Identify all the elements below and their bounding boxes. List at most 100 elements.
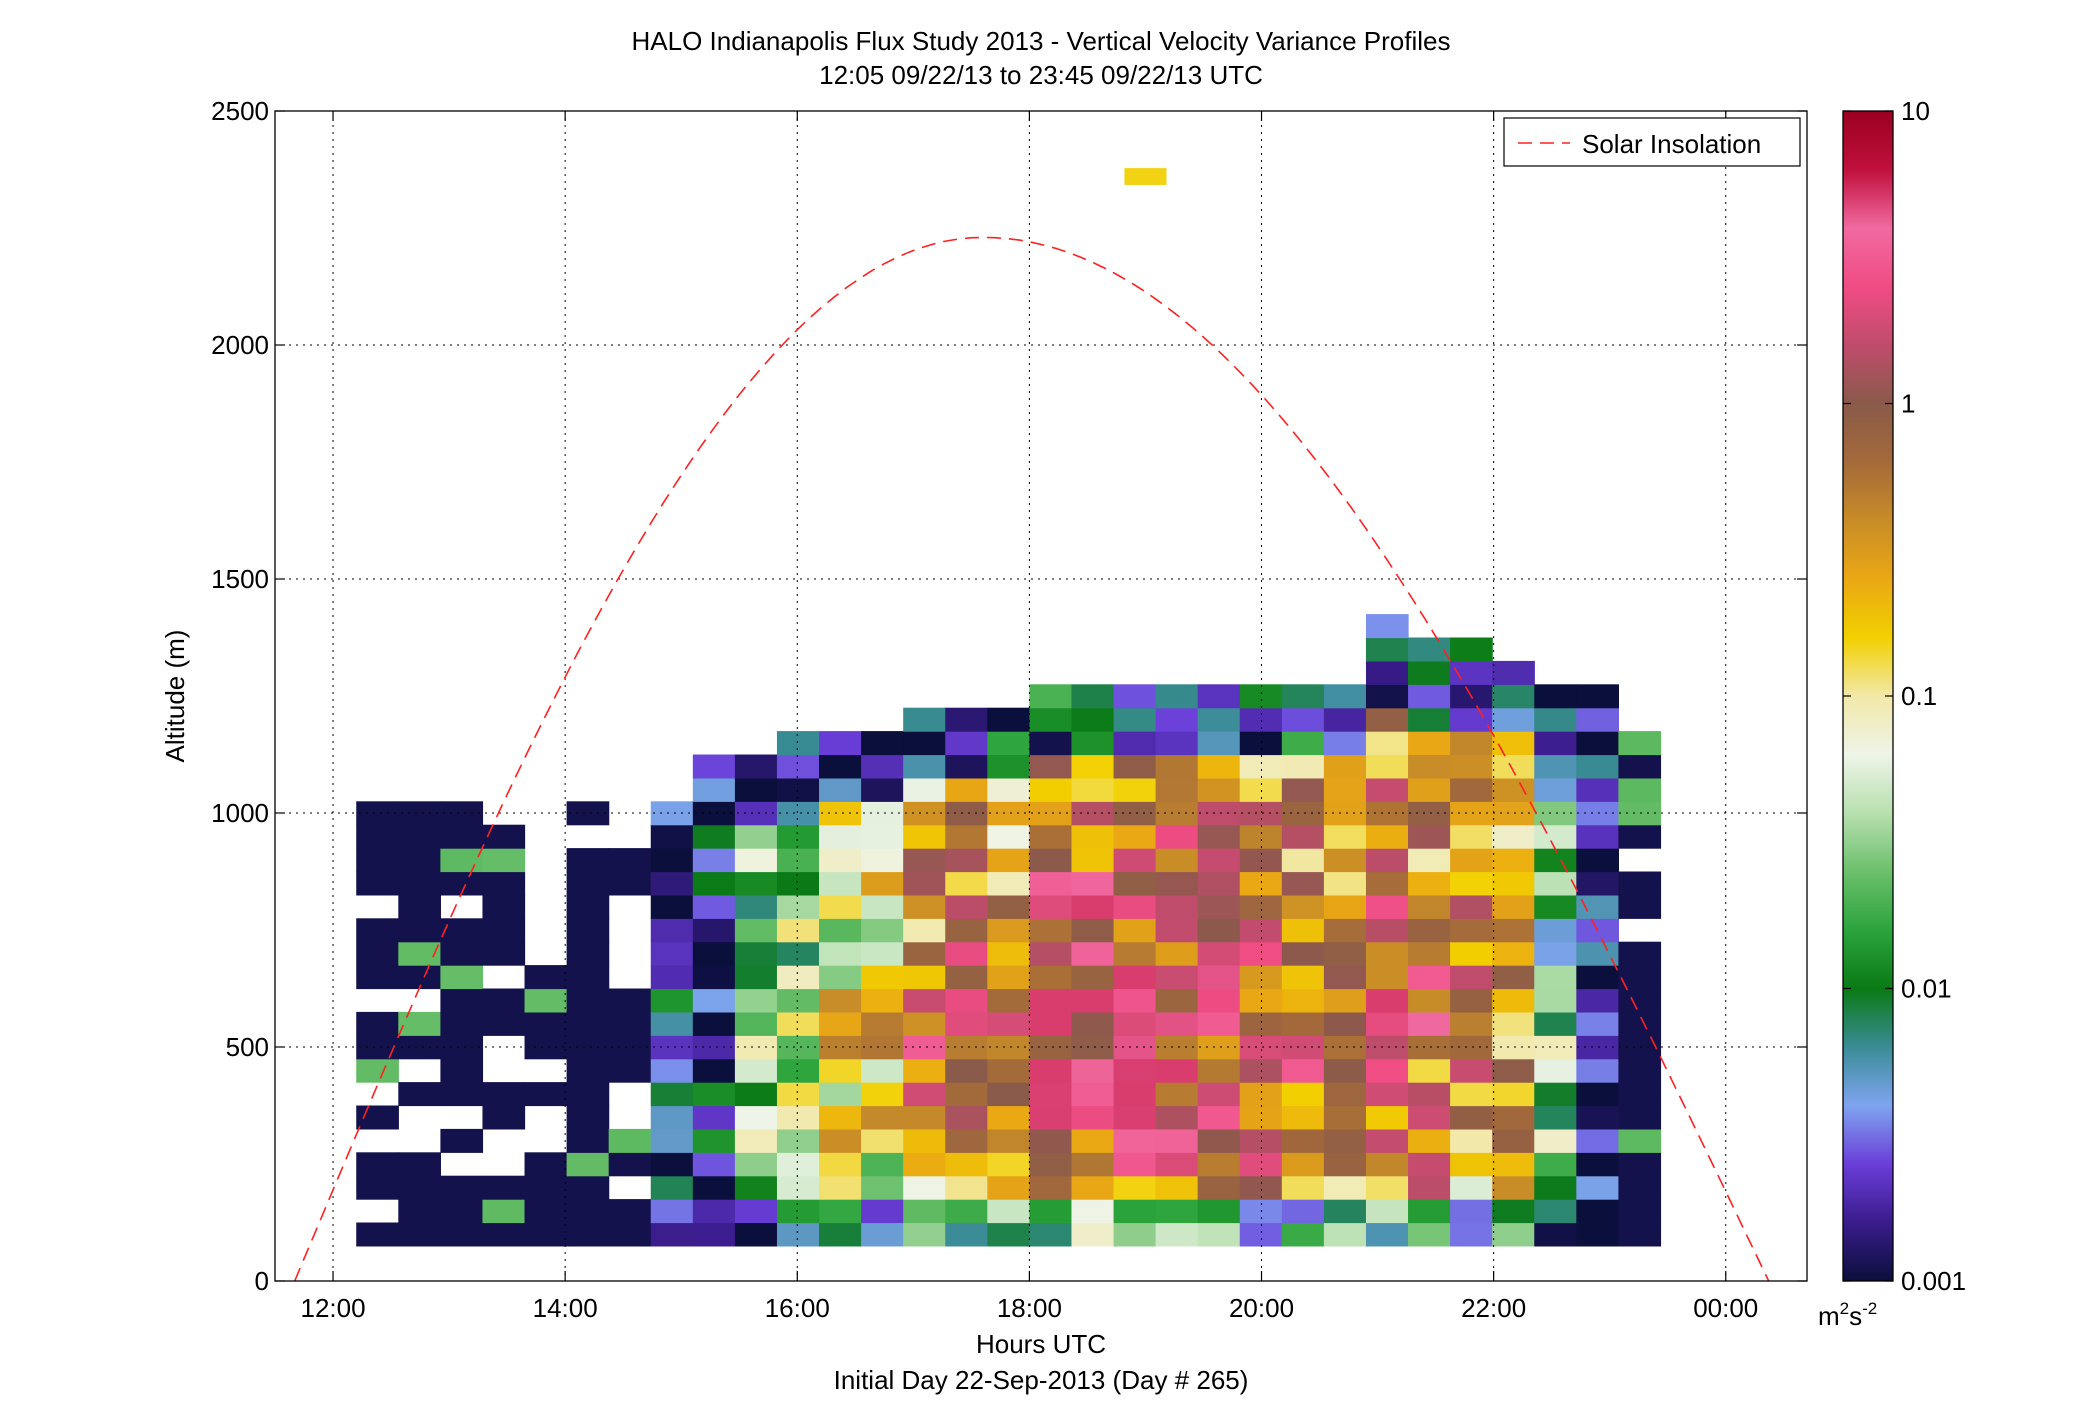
heatmap-cell — [776, 1058, 820, 1083]
heatmap-cell — [1618, 1222, 1662, 1247]
heatmap-cell — [1408, 731, 1451, 756]
heatmap-cell — [776, 1222, 820, 1247]
heatmap-cell — [819, 941, 862, 966]
heatmap-cell — [1281, 1175, 1325, 1200]
heatmap-cell — [1155, 1152, 1199, 1177]
heatmap-cell — [945, 1105, 988, 1130]
heatmap-cell — [1197, 848, 1241, 873]
heatmap-cell — [482, 988, 526, 1013]
heatmap-cell — [734, 1128, 778, 1153]
heatmap-cell — [1239, 1035, 1283, 1060]
heatmap-cell — [819, 965, 862, 990]
heatmap-cell — [819, 894, 862, 919]
y-tick-label: 1000 — [211, 798, 269, 828]
heatmap-cell — [903, 1152, 946, 1177]
heatmap-cell — [734, 918, 778, 943]
heatmap — [356, 168, 1662, 1247]
heatmap-cell — [692, 754, 736, 779]
heatmap-cell — [482, 941, 526, 966]
heatmap-cell — [482, 1175, 526, 1200]
colorbar-tick-label: 10 — [1901, 96, 1930, 126]
heatmap-cell — [692, 941, 736, 966]
heatmap-cell — [903, 848, 946, 873]
heatmap-cell — [1618, 824, 1662, 849]
heatmap-cell — [1323, 777, 1367, 802]
colorbar-unit-base: m — [1818, 1301, 1840, 1331]
heatmap-cell — [1492, 1199, 1535, 1224]
heatmap-cell — [1113, 894, 1157, 919]
heatmap-cell — [440, 1011, 484, 1036]
heatmap-cell — [608, 1035, 652, 1060]
heatmap-cell — [734, 941, 778, 966]
heatmap-cell — [945, 871, 988, 896]
heatmap-cell — [903, 707, 946, 732]
heatmap-cell — [608, 988, 652, 1013]
heatmap-cell — [1576, 1128, 1619, 1153]
heatmap-cell — [1029, 801, 1073, 826]
heatmap-cell — [1029, 1175, 1073, 1200]
heatmap-cell — [945, 1175, 988, 1200]
heatmap-cell — [692, 1035, 736, 1060]
heatmap-cell — [608, 1011, 652, 1036]
heatmap-cell — [1365, 637, 1409, 662]
heatmap-cell — [987, 1082, 1030, 1107]
heatmap-cell — [1450, 1128, 1493, 1153]
heatmap-cell — [608, 1199, 652, 1224]
heatmap-cell — [1323, 1152, 1367, 1177]
heatmap-cell — [692, 988, 736, 1013]
heatmap-cell — [356, 941, 399, 966]
heatmap-cell — [566, 1175, 610, 1200]
heatmap-cell — [1618, 1058, 1662, 1083]
heatmap-cell — [1408, 1199, 1451, 1224]
heatmap-cell — [1576, 894, 1619, 919]
heatmap-cell — [1071, 988, 1115, 1013]
heatmap-cell — [1155, 871, 1199, 896]
heatmap-cell — [1408, 894, 1451, 919]
heatmap-cell — [903, 731, 946, 756]
heatmap-cell — [1071, 941, 1115, 966]
heatmap-cell — [776, 894, 820, 919]
heatmap-cell — [1071, 1058, 1115, 1083]
heatmap-cell — [692, 801, 736, 826]
heatmap-cell — [1576, 824, 1619, 849]
heatmap-cell — [987, 1035, 1030, 1060]
heatmap-cell — [861, 1199, 904, 1224]
heatmap-cell — [1408, 1152, 1451, 1177]
heatmap-cell — [987, 848, 1030, 873]
heatmap-cell — [776, 848, 820, 873]
heatmap-cell — [776, 1082, 820, 1107]
heatmap-cell — [1492, 824, 1535, 849]
heatmap-cell — [1029, 754, 1073, 779]
heatmap-cell — [1281, 1011, 1325, 1036]
heatmap-cell — [1450, 1199, 1493, 1224]
heatmap-cell — [1534, 1035, 1577, 1060]
heatmap-cell — [1323, 1011, 1367, 1036]
heatmap-cell — [1029, 777, 1073, 802]
heatmap-cell — [987, 1222, 1030, 1247]
heatmap-cell — [1239, 1222, 1283, 1247]
heatmap-cell — [1534, 848, 1577, 873]
heatmap-cell — [1113, 1128, 1157, 1153]
x-tick-label: 14:00 — [533, 1293, 598, 1323]
heatmap-cell — [776, 801, 820, 826]
heatmap-cell — [1071, 965, 1115, 990]
heatmap-cell — [1197, 777, 1241, 802]
heatmap-cell — [1113, 918, 1157, 943]
heatmap-cell — [1071, 1011, 1115, 1036]
colorbar-ticks: 0.001 0.01 0.1 1 10 — [1843, 96, 1966, 1296]
heatmap-cell — [734, 1082, 778, 1107]
colorbar: 0.001 0.01 0.1 1 10 m2s-2 — [1818, 96, 1966, 1331]
heatmap-cell — [1197, 1082, 1241, 1107]
heatmap-cell — [903, 918, 946, 943]
heatmap-cell — [987, 988, 1030, 1013]
heatmap-cell — [650, 824, 694, 849]
heatmap-cell — [1408, 1011, 1451, 1036]
heatmap-cell — [1281, 871, 1325, 896]
heatmap-cell — [776, 965, 820, 990]
heatmap-cell — [692, 1199, 736, 1224]
heatmap-cell — [1576, 941, 1619, 966]
heatmap-cell — [1450, 941, 1493, 966]
heatmap-cell — [650, 1152, 694, 1177]
heatmap-cell — [1071, 684, 1115, 709]
heatmap-cell — [1408, 988, 1451, 1013]
